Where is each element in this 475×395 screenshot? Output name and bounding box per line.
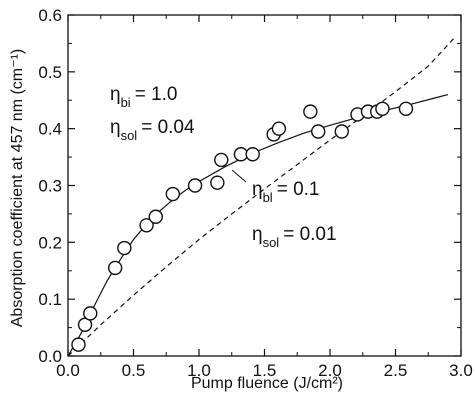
data-point — [139, 218, 154, 233]
data-point — [210, 175, 225, 190]
x-tick-label: 2.5 — [384, 361, 408, 380]
annotation-eta-sol-2: ηsol = 0.01 — [252, 224, 337, 250]
data-point — [398, 101, 414, 116]
data-point — [311, 124, 326, 139]
annotation-eta-sol-1: ηsol = 0.04 — [110, 117, 195, 143]
annotation-eta-bl: ηbl = 0.1 — [252, 179, 320, 205]
data-point — [303, 104, 318, 119]
y-tick-label: 0.4 — [38, 120, 62, 139]
y-tick-label: 0.5 — [38, 63, 62, 82]
x-tick-label: 0.0 — [56, 361, 80, 380]
series — [67, 37, 455, 357]
data-point — [83, 306, 98, 321]
data-point — [71, 337, 86, 352]
y-tick-label: 0.3 — [38, 177, 62, 196]
data-point — [233, 147, 249, 162]
data-point — [187, 178, 203, 193]
data-point — [165, 186, 181, 202]
x-tick-label: 3.0 — [449, 361, 473, 380]
data-point — [334, 124, 349, 139]
data-point — [117, 240, 132, 256]
x-tick-label: 1.0 — [187, 361, 211, 380]
x-tick-label: 1.5 — [253, 361, 277, 380]
data-point — [375, 101, 390, 116]
x-axis-title: Pump fluence (J/cm²) — [191, 375, 343, 392]
data-point — [271, 121, 287, 136]
data-point — [245, 147, 260, 162]
x-tick-label: 2.0 — [318, 361, 342, 380]
plot-frame — [67, 14, 462, 357]
y-ticks: 0.0 0.1 0.2 0.3 0.4 0.5 0.6 — [38, 6, 461, 366]
annotation-eta-bi: ηbi = 1.0 — [110, 84, 178, 110]
y-axis-title: Absorption coefficient at 457 nm (cm⁻¹) — [9, 49, 26, 328]
y-tick-label: 0.1 — [38, 290, 62, 309]
x-ticks: 0.0 0.5 1.0 1.5 2.0 2.5 3.0 — [56, 15, 473, 380]
data-point — [107, 260, 123, 276]
data-point — [214, 152, 229, 168]
axes — [67, 14, 462, 357]
annotation-leader-line — [231, 169, 247, 183]
y-tick-label: 0.2 — [38, 233, 62, 252]
x-tick-label: 0.5 — [122, 361, 146, 380]
y-tick-label: 0.0 — [38, 347, 62, 366]
data-point — [148, 209, 163, 224]
y-tick-label: 0.6 — [38, 6, 62, 25]
